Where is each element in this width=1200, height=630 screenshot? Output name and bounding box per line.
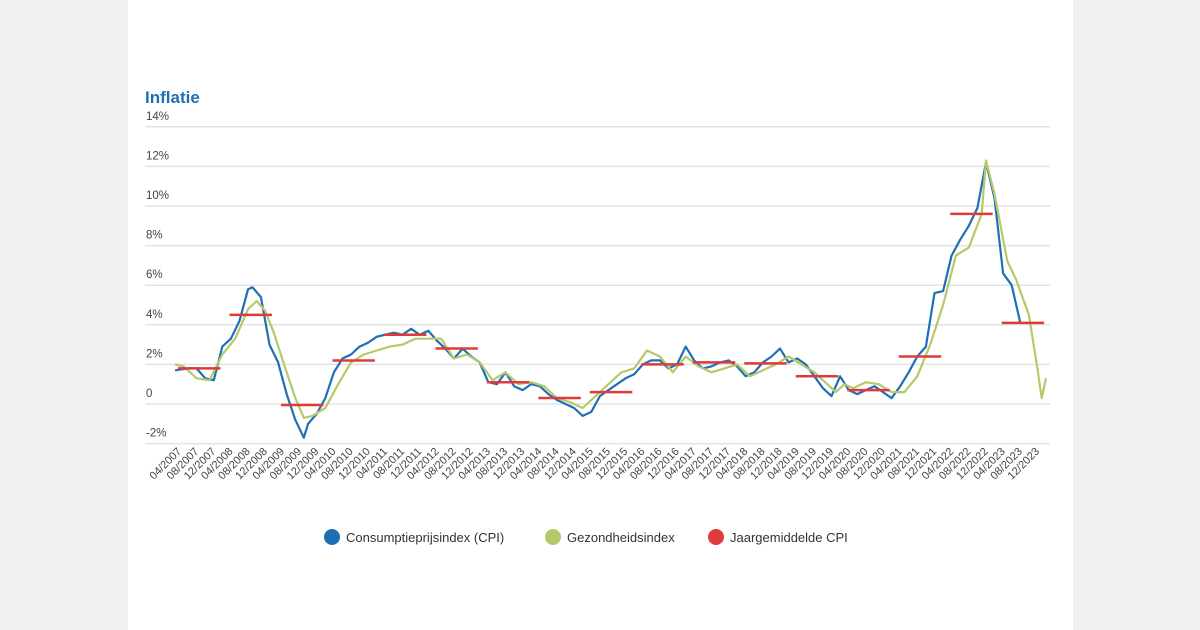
y-tick-label: 2% — [146, 348, 163, 360]
legend-marker — [708, 529, 724, 545]
y-tick-label: 0 — [146, 388, 152, 400]
y-tick-label: 14% — [146, 111, 169, 123]
chart-panel — [128, 0, 1073, 630]
y-tick-label: 6% — [146, 269, 163, 281]
legend-marker — [545, 529, 561, 545]
legend-label: Gezondheidsindex — [567, 530, 675, 545]
y-tick-label: 10% — [146, 190, 169, 202]
chart-title: Inflatie — [145, 88, 200, 107]
legend-marker — [324, 529, 340, 545]
y-tick-label: 8% — [146, 230, 163, 242]
y-tick-label: -2% — [146, 428, 166, 440]
y-tick-label: 12% — [146, 150, 169, 162]
legend-label: Jaargemiddelde CPI — [730, 530, 848, 545]
legend-label: Consumptieprijsindex (CPI) — [346, 530, 504, 545]
cpi-line — [174, 161, 1022, 439]
y-tick-label: 4% — [146, 309, 163, 321]
health-index-line — [174, 159, 1048, 419]
